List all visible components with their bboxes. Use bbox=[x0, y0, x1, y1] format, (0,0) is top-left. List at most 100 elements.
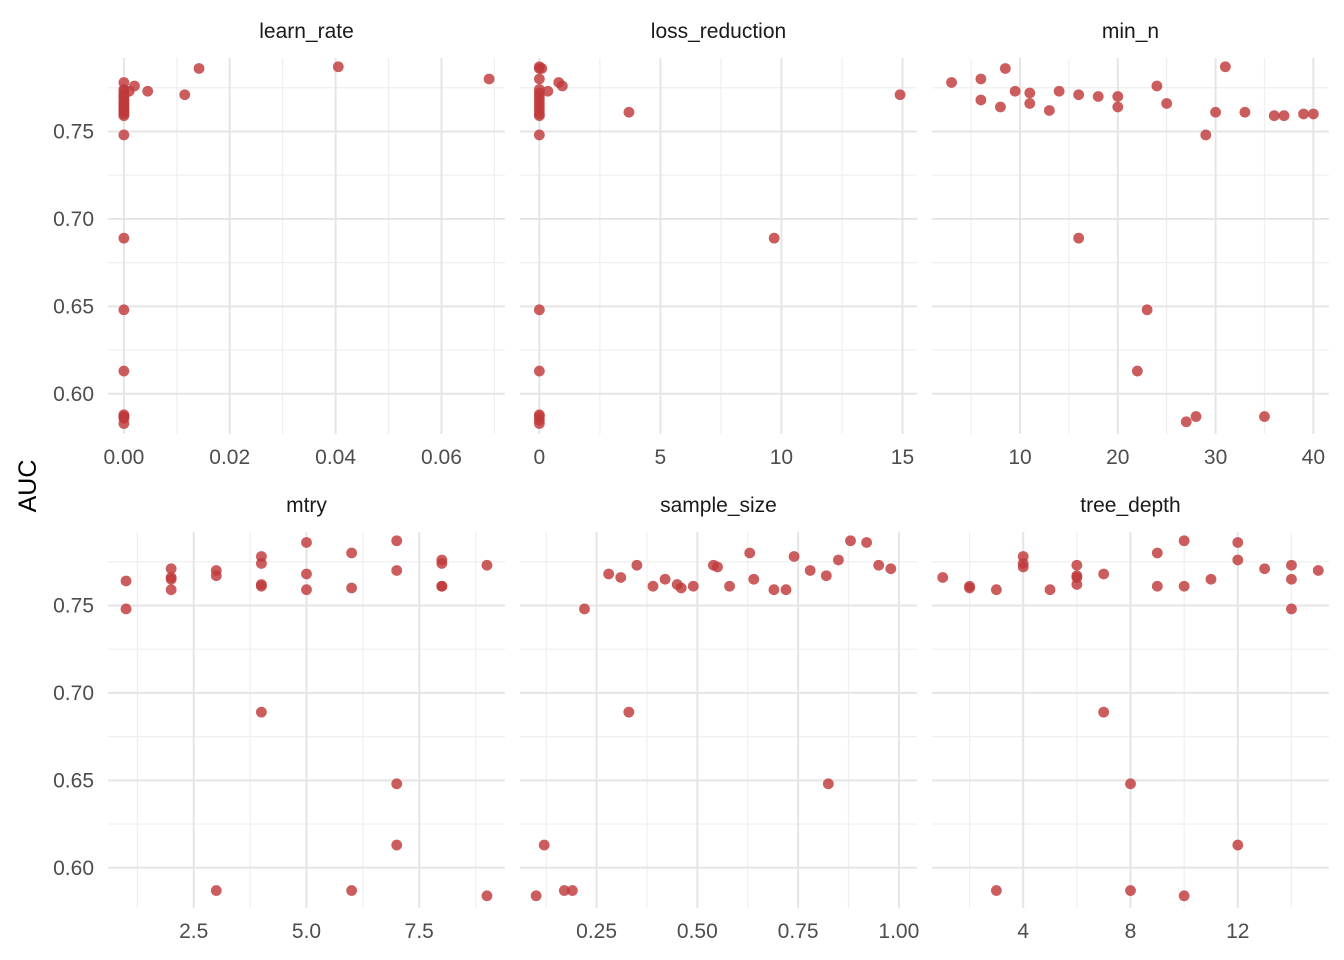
data-point bbox=[332, 61, 344, 73]
data-point bbox=[1024, 98, 1036, 109]
data-point bbox=[118, 365, 130, 377]
data-point bbox=[1053, 85, 1065, 97]
data-point bbox=[579, 603, 590, 615]
y-tick-label: 0.60 bbox=[53, 857, 94, 880]
x-tick-label: 1.00 bbox=[878, 920, 919, 943]
x-tick-label: 0.04 bbox=[315, 446, 356, 469]
facet-title: learn_rate bbox=[259, 20, 354, 43]
y-axis-label: AUC bbox=[14, 460, 42, 513]
data-point bbox=[1239, 106, 1251, 118]
data-point bbox=[436, 580, 448, 592]
data-point bbox=[712, 561, 723, 573]
data-point bbox=[1286, 573, 1297, 585]
data-point bbox=[1298, 108, 1309, 120]
data-point bbox=[820, 570, 832, 582]
data-point bbox=[964, 582, 975, 594]
data-point bbox=[391, 778, 403, 790]
facet-loss-reduction: loss_reduction 0 5 10 15 bbox=[520, 20, 917, 469]
data-point bbox=[346, 547, 358, 559]
data-point bbox=[483, 73, 495, 85]
data-point bbox=[255, 580, 267, 592]
facet-title: mtry bbox=[286, 494, 327, 517]
data-point bbox=[118, 129, 130, 141]
data-point bbox=[1151, 580, 1163, 592]
x-tick-label: 2.5 bbox=[179, 920, 208, 943]
data-point bbox=[533, 365, 545, 377]
data-point bbox=[118, 232, 130, 244]
data-point bbox=[1161, 98, 1173, 109]
x-tick-label: 0.75 bbox=[778, 920, 819, 943]
data-point bbox=[530, 890, 542, 902]
data-point bbox=[556, 80, 568, 92]
data-point bbox=[1286, 603, 1297, 615]
data-point bbox=[1278, 110, 1290, 122]
data-point bbox=[1092, 91, 1104, 102]
data-point bbox=[1112, 91, 1124, 102]
data-point bbox=[894, 89, 906, 101]
data-point bbox=[1205, 573, 1217, 585]
y-tick-label: 0.60 bbox=[53, 383, 94, 406]
x-tick-label: 0.50 bbox=[677, 920, 718, 943]
data-point bbox=[975, 94, 987, 106]
x-tick-label: 5 bbox=[655, 446, 667, 469]
x-tick-label: 0 bbox=[534, 446, 546, 469]
data-point bbox=[1024, 87, 1036, 99]
data-point bbox=[558, 885, 570, 896]
data-point bbox=[946, 77, 957, 88]
x-tick-label: 10 bbox=[770, 446, 793, 469]
data-point bbox=[659, 573, 671, 585]
y-tick-label: 0.75 bbox=[53, 120, 94, 143]
data-point bbox=[1259, 411, 1270, 422]
data-point bbox=[615, 572, 627, 583]
data-point bbox=[118, 304, 130, 316]
facet-mtry: mtry 0.60 0.65 0.70 0.75 2.5 5.0 7.5 bbox=[53, 494, 505, 943]
facet-tree-depth: tree_depth 4 8 12 bbox=[932, 494, 1329, 943]
y-tick-label: 0.70 bbox=[53, 208, 94, 231]
data-point bbox=[768, 584, 780, 596]
data-point bbox=[255, 706, 267, 718]
data-point bbox=[1017, 561, 1029, 573]
y-tick-label: 0.65 bbox=[53, 769, 94, 792]
facet-title: min_n bbox=[1102, 20, 1159, 43]
data-point bbox=[210, 885, 222, 896]
data-point bbox=[788, 551, 800, 562]
data-point bbox=[833, 554, 844, 566]
facet-title: tree_depth bbox=[1080, 494, 1180, 517]
data-point bbox=[780, 584, 792, 596]
data-point bbox=[1131, 365, 1143, 377]
data-point bbox=[118, 418, 130, 429]
data-point bbox=[675, 582, 687, 594]
x-tick-label: 12 bbox=[1226, 920, 1249, 943]
data-point bbox=[1151, 547, 1163, 559]
y-tick-label: 0.65 bbox=[53, 295, 94, 318]
data-point bbox=[533, 129, 545, 141]
data-point bbox=[142, 85, 154, 97]
data-point bbox=[165, 573, 177, 585]
data-point bbox=[165, 584, 177, 596]
data-point bbox=[687, 580, 699, 592]
facet-title: loss_reduction bbox=[651, 20, 786, 43]
data-point bbox=[768, 232, 780, 244]
data-point bbox=[1268, 110, 1280, 122]
x-tick-label: 8 bbox=[1125, 920, 1137, 943]
data-point bbox=[999, 63, 1011, 74]
data-point bbox=[1259, 563, 1271, 575]
data-point bbox=[346, 582, 358, 594]
data-point bbox=[436, 558, 448, 569]
x-tick-label: 0.25 bbox=[576, 920, 617, 943]
x-tick-label: 0.06 bbox=[421, 446, 462, 469]
data-point bbox=[542, 85, 554, 97]
data-point bbox=[1112, 101, 1124, 113]
data-point bbox=[995, 101, 1006, 113]
data-point bbox=[1307, 108, 1319, 120]
facet-title: sample_size bbox=[660, 494, 777, 517]
data-point bbox=[1044, 584, 1056, 596]
data-point bbox=[193, 63, 205, 74]
data-point bbox=[1286, 559, 1297, 571]
data-point bbox=[744, 547, 756, 559]
data-point bbox=[1178, 535, 1190, 547]
data-point bbox=[724, 580, 735, 592]
x-tick-label: 7.5 bbox=[405, 920, 434, 943]
data-point bbox=[1125, 885, 1136, 896]
